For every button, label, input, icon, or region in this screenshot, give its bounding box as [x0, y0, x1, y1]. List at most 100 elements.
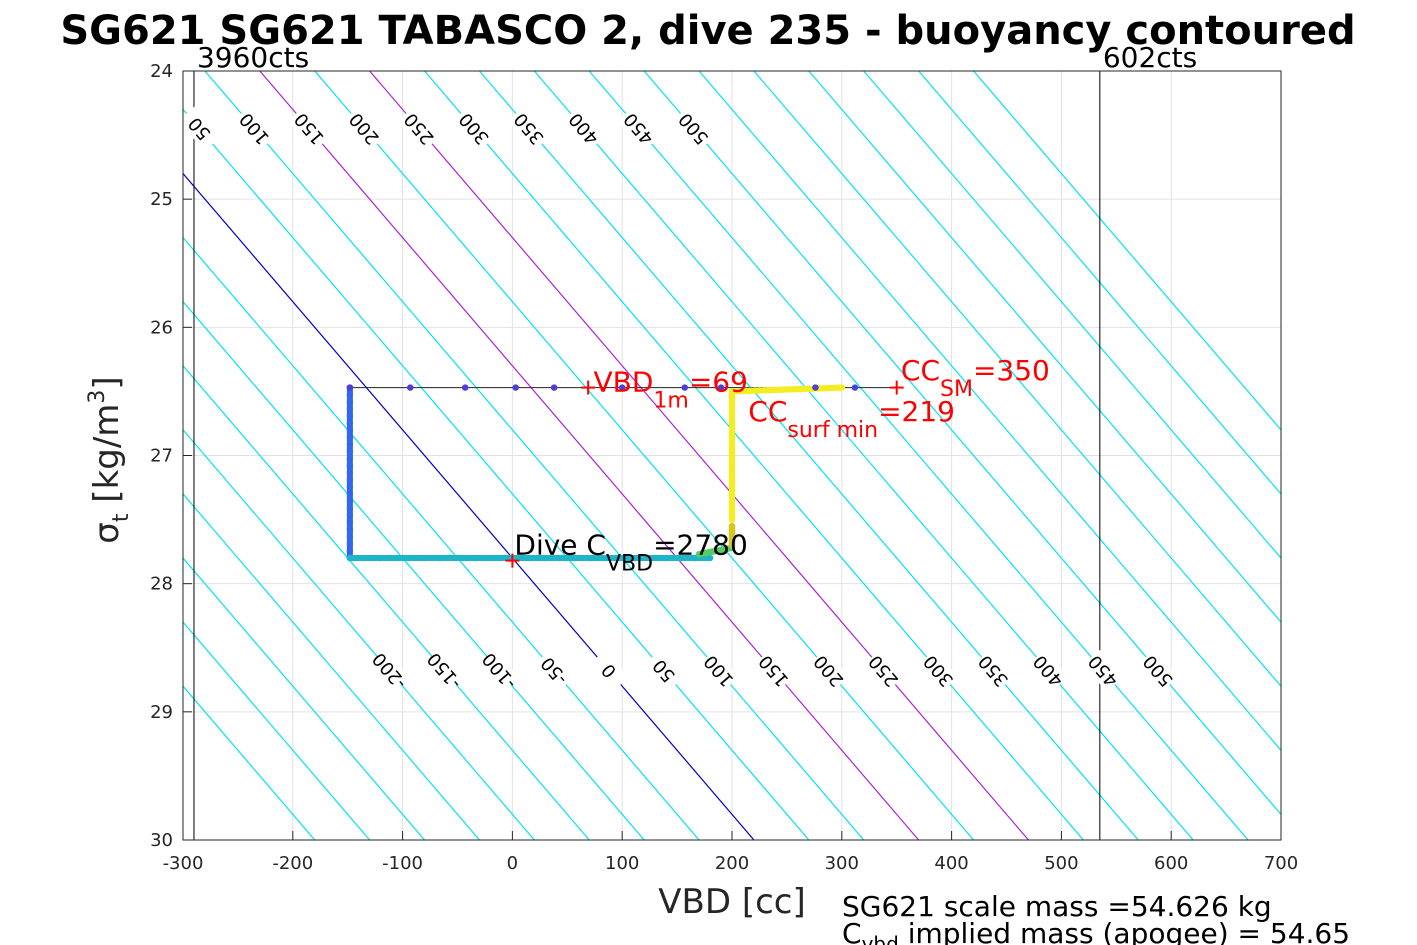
trace-point [346, 476, 354, 484]
y-tick-label: 30 [150, 830, 173, 851]
trace-point [728, 446, 736, 454]
trace-point [631, 554, 639, 562]
trace-point [346, 398, 354, 405]
trace-point [834, 384, 841, 391]
trace-point [802, 385, 809, 393]
annotation: CCSM=350 [901, 354, 1050, 402]
trace-point [346, 498, 354, 505]
contour-lines [183, 71, 1281, 840]
trace-point [346, 512, 354, 519]
trace-point [774, 386, 781, 394]
trace-point [346, 391, 354, 398]
contour-line [183, 493, 480, 840]
data-series [346, 384, 897, 562]
trace-point [361, 554, 369, 562]
trace-point [346, 434, 354, 441]
trace-point [728, 436, 736, 443]
contour-label-bg [918, 649, 959, 692]
trace-point [797, 385, 804, 393]
contour-line [588, 71, 1249, 840]
trace-point [728, 511, 736, 518]
trace-point [838, 384, 845, 391]
trace-point [728, 462, 736, 470]
contour-label-bg [534, 649, 575, 692]
contour-label-bg [672, 106, 715, 152]
trace-point [742, 387, 749, 395]
trace-point [526, 554, 534, 562]
contour-line [918, 71, 1281, 495]
trace-point [728, 414, 736, 422]
trace-point [466, 554, 474, 562]
trace-point [346, 462, 354, 469]
trace-point [346, 533, 354, 540]
contour-label-bg [424, 649, 465, 692]
trace-point [788, 386, 795, 393]
contour-labels: 50 100 150 200 250 300 350 400 450 500-200 -150 -10… [178, 106, 1179, 693]
y-axis-label: σt [kg/m3] [85, 376, 134, 543]
trace-point [769, 386, 777, 394]
y-tick-label: 26 [150, 317, 173, 338]
trace-point [812, 384, 819, 391]
contour-line [183, 621, 371, 840]
x-axis-ticks: -300 -200 -100 0 100 200 300 400 500 600 700 [163, 831, 1298, 874]
contour-line [863, 71, 1281, 559]
contour-label-bg [1028, 649, 1069, 692]
x-tick-label: 700 [1264, 853, 1298, 874]
y-tick-label: 28 [150, 574, 173, 595]
trace-point [681, 384, 688, 391]
trace-point [756, 387, 763, 394]
trace-point [728, 495, 736, 502]
trace-point [728, 500, 736, 507]
trace-point [728, 430, 736, 438]
trace-point [676, 554, 684, 562]
contour-line [183, 685, 316, 840]
trace-point [512, 384, 519, 391]
x-tick-label: -200 [272, 853, 313, 874]
x-tick-label: -100 [382, 853, 423, 874]
markers [505, 380, 904, 568]
contour-line [424, 71, 1084, 840]
y-tick-label: 24 [150, 61, 173, 82]
contour-line [533, 71, 1194, 840]
trace-point [496, 554, 504, 562]
implied-mass-text: Cvbd implied mass (apogee) = 54.65 [842, 917, 1350, 945]
contour-line [183, 428, 535, 840]
contour-line [369, 71, 1029, 840]
contour-line [698, 71, 1281, 752]
trace-point [820, 385, 827, 392]
y-axis-ticks: 24 25 26 27 28 29 30 [150, 61, 192, 851]
contour-label-bg [617, 106, 661, 152]
trace-point [728, 505, 736, 513]
trace-point [556, 554, 564, 562]
scale-mass-text: SG621 scale mass =54.626 kg [842, 890, 1272, 923]
trace-point [346, 426, 354, 434]
trace-point [706, 554, 714, 562]
trace-point [728, 473, 736, 481]
trace-point [601, 554, 609, 562]
contour-line [753, 71, 1281, 688]
contour-line [183, 557, 426, 840]
trace-point [728, 404, 736, 411]
annotation: CCsurf min=219 [748, 395, 955, 443]
trace-point [728, 522, 736, 530]
trace-point [481, 554, 489, 562]
contour-line [314, 71, 975, 840]
contour-line [479, 71, 1139, 840]
contour-label-bg [233, 106, 276, 152]
trace-point [728, 388, 736, 395]
contour-line [183, 236, 700, 840]
trace-point [728, 489, 736, 497]
contour-line [973, 71, 1281, 431]
trace-point [728, 516, 736, 523]
contour-label-bg [643, 649, 684, 692]
trace-point [728, 484, 736, 491]
trace-point [346, 505, 354, 512]
vbd-limit-label: 3960cts [197, 41, 309, 74]
contour-label-bg [698, 649, 739, 692]
trace-point [406, 554, 414, 562]
contour-line [183, 108, 810, 840]
trace-point [346, 469, 354, 477]
contour-label-bg [287, 106, 331, 152]
trace-point [451, 554, 459, 562]
trace-point [779, 386, 786, 393]
